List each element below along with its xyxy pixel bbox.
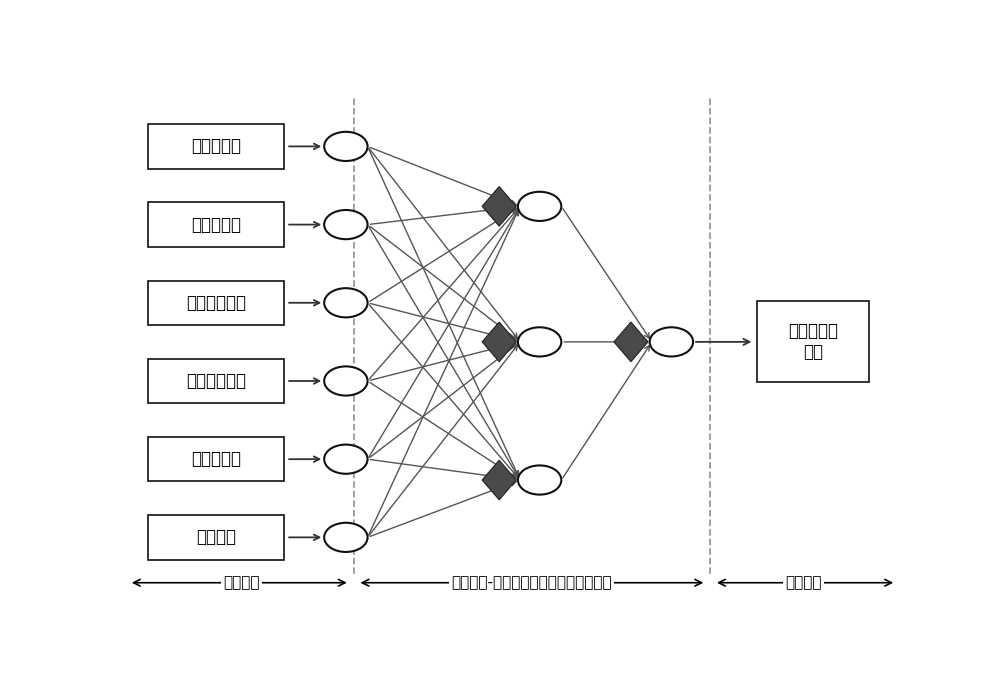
Text: 化学需氧量: 化学需氧量 [191, 450, 241, 468]
Text: 基于混沌-烟花混合算法优化的神经网络: 基于混沌-烟花混合算法优化的神经网络 [452, 575, 612, 590]
FancyBboxPatch shape [148, 359, 284, 403]
Circle shape [518, 192, 561, 221]
FancyBboxPatch shape [148, 281, 284, 325]
Circle shape [324, 288, 368, 318]
Polygon shape [614, 322, 648, 362]
Polygon shape [482, 322, 516, 362]
FancyBboxPatch shape [148, 437, 284, 481]
FancyBboxPatch shape [148, 202, 284, 246]
Circle shape [518, 465, 561, 495]
Circle shape [324, 445, 368, 474]
FancyBboxPatch shape [148, 125, 284, 169]
Text: 总磷质量浓度: 总磷质量浓度 [186, 372, 246, 390]
FancyBboxPatch shape [148, 515, 284, 559]
Circle shape [324, 366, 368, 395]
Text: 总氮质量浓度: 总氮质量浓度 [186, 294, 246, 312]
Circle shape [324, 523, 368, 552]
Circle shape [650, 327, 693, 357]
Polygon shape [482, 187, 516, 226]
FancyBboxPatch shape [757, 301, 869, 383]
Text: 溶解氧质量
浓度: 溶解氧质量 浓度 [788, 322, 838, 362]
Text: 输入变量: 输入变量 [223, 575, 260, 590]
Polygon shape [482, 460, 516, 500]
Circle shape [324, 132, 368, 161]
Circle shape [518, 327, 561, 357]
Text: 进水流量: 进水流量 [196, 528, 236, 546]
Text: 生化需氧量: 生化需氧量 [191, 137, 241, 156]
Circle shape [324, 210, 368, 239]
Text: 输出变量: 输出变量 [785, 575, 821, 590]
Text: 固体悬浮物: 固体悬浮物 [191, 215, 241, 234]
